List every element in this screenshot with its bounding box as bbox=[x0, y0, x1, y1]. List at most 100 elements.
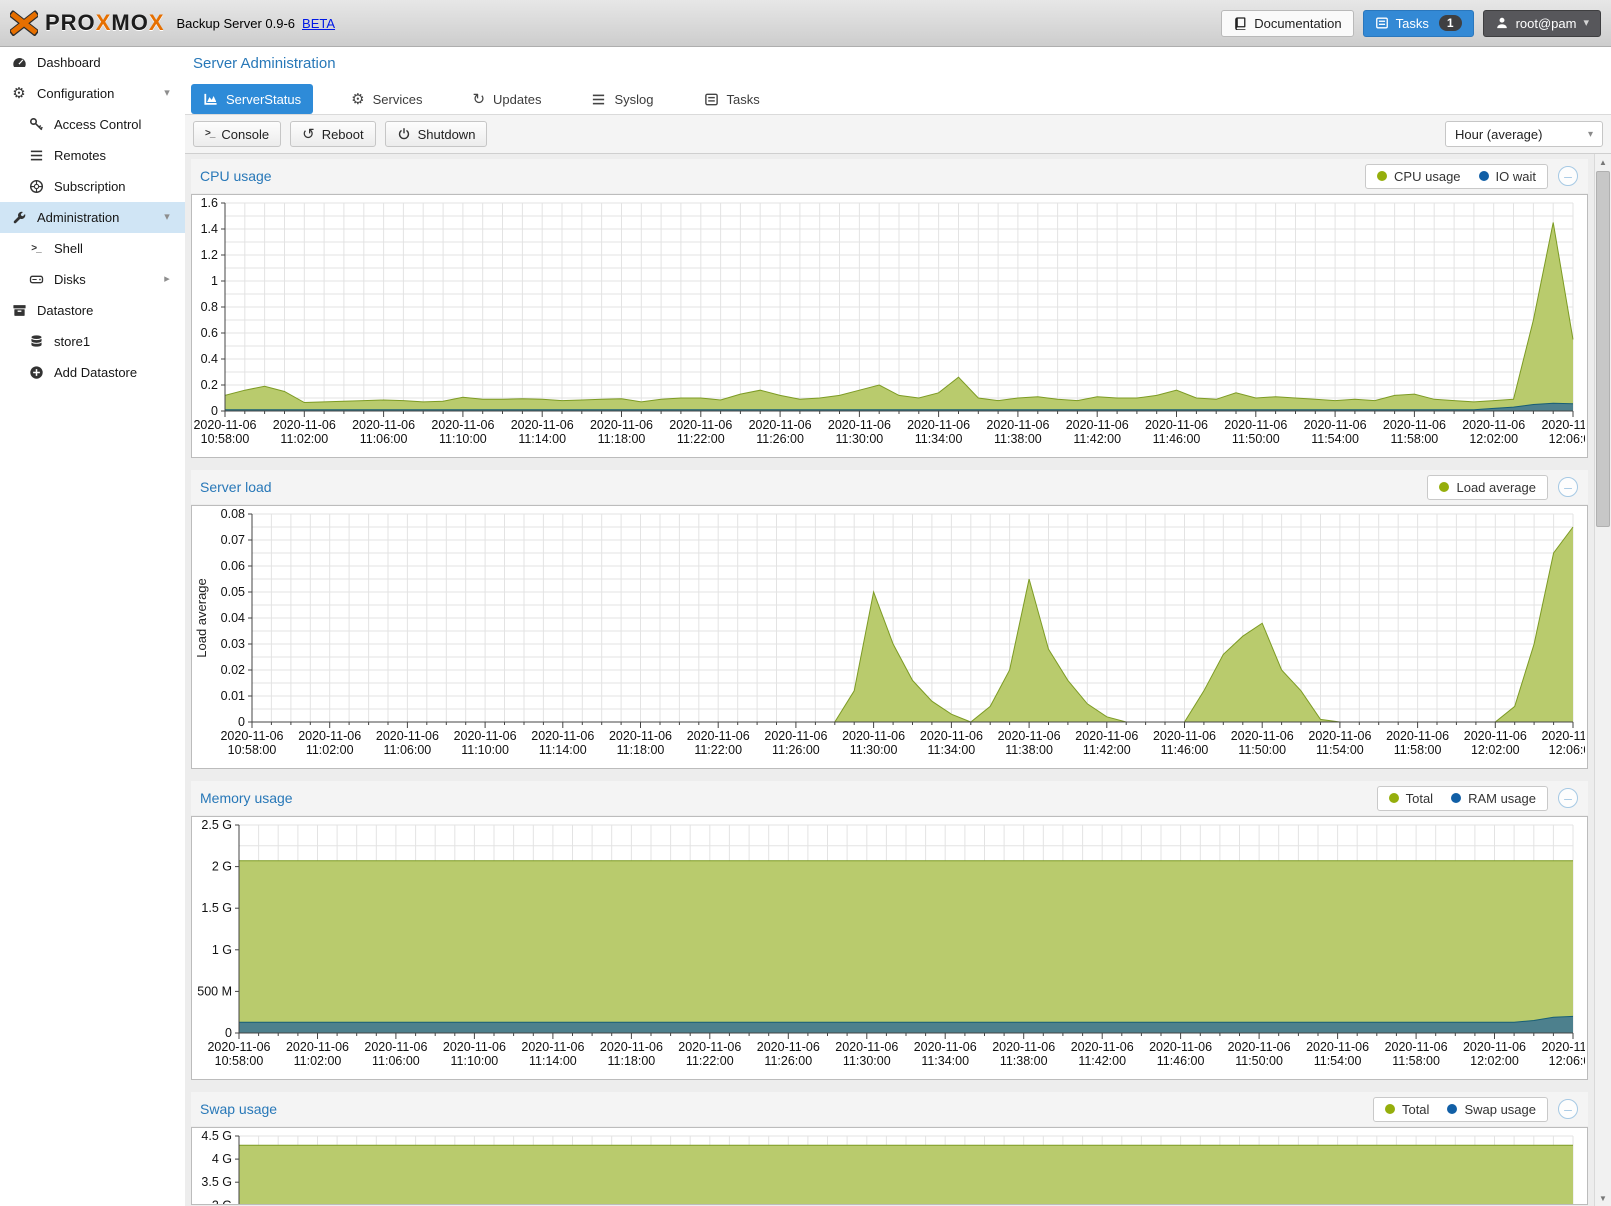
tasks-icon bbox=[704, 92, 719, 107]
sidebar-item-subscription[interactable]: Subscription bbox=[0, 171, 185, 202]
svg-text:11:06:00: 11:06:00 bbox=[384, 743, 432, 757]
svg-text:10:58:00: 10:58:00 bbox=[228, 743, 277, 757]
sidebar-item-administration[interactable]: Administration ▾ bbox=[0, 202, 185, 233]
timeframe-select[interactable]: Hour (average) ▾ bbox=[1445, 121, 1603, 147]
timeframe-value: Hour (average) bbox=[1455, 126, 1543, 142]
terminal-icon: >_ bbox=[31, 242, 41, 254]
plus-circle-icon bbox=[27, 365, 45, 380]
svg-text:11:22:00: 11:22:00 bbox=[694, 743, 742, 757]
scroll-down-arrow[interactable]: ▼ bbox=[1599, 1193, 1607, 1203]
tab-syslog[interactable]: Syslog bbox=[579, 84, 665, 114]
svg-text:11:22:00: 11:22:00 bbox=[686, 1054, 734, 1068]
legend-item-swap-usage[interactable]: Swap usage bbox=[1447, 1102, 1536, 1117]
beta-link[interactable]: BETA bbox=[302, 15, 336, 31]
svg-text:4.5 G: 4.5 G bbox=[201, 1129, 232, 1143]
sidebar-item-dashboard[interactable]: Dashboard bbox=[0, 47, 185, 78]
shutdown-button[interactable]: Shutdown bbox=[384, 121, 488, 147]
svg-text:11:10:00: 11:10:00 bbox=[451, 1054, 499, 1068]
sidebar-item-access-control[interactable]: Access Control bbox=[0, 109, 185, 140]
tab-services[interactable]: ⚙ Services bbox=[339, 84, 434, 114]
sidebar-item-remotes[interactable]: Remotes bbox=[0, 140, 185, 171]
svg-text:2020-11-06: 2020-11-06 bbox=[1308, 729, 1371, 743]
console-button[interactable]: >_ Console bbox=[193, 121, 282, 147]
svg-text:11:34:00: 11:34:00 bbox=[915, 432, 963, 446]
svg-text:2020-11-06: 2020-11-06 bbox=[431, 418, 494, 432]
cpu-usage-chart: 00.20.40.60.811.21.41.62020-11-0610:58:0… bbox=[192, 195, 1585, 457]
legend-item-load-average[interactable]: Load average bbox=[1439, 480, 1536, 495]
button-label: Shutdown bbox=[417, 126, 476, 142]
legend-dot-icon bbox=[1447, 1104, 1458, 1114]
sidebar-item-configuration[interactable]: ⚙ Configuration ▾ bbox=[0, 78, 185, 109]
svg-text:2020-11-06: 2020-11-06 bbox=[669, 418, 732, 432]
tab-tasks[interactable]: Tasks bbox=[692, 84, 772, 114]
sidebar-item-disks[interactable]: Disks ▸ bbox=[0, 264, 185, 295]
svg-text:2020-11-06: 2020-11-06 bbox=[1153, 729, 1216, 743]
legend-dot-icon bbox=[1384, 1104, 1395, 1114]
legend-label: RAM usage bbox=[1468, 790, 1536, 806]
legend-item-ram-usage[interactable]: RAM usage bbox=[1451, 791, 1536, 806]
svg-text:11:22:00: 11:22:00 bbox=[677, 432, 725, 446]
reboot-button[interactable]: ↺ Reboot bbox=[290, 121, 376, 147]
sidebar-item-shell[interactable]: >_ Shell bbox=[0, 233, 185, 264]
topbar: PROXMOX Backup Server 0.9-6 BETA Documen… bbox=[0, 0, 1611, 47]
legend-item-total[interactable]: Total bbox=[1384, 1101, 1430, 1117]
svg-text:2020-11-06: 2020-11-06 bbox=[298, 729, 361, 743]
svg-text:11:14:00: 11:14:00 bbox=[529, 1054, 577, 1068]
legend-dot-icon bbox=[1377, 171, 1388, 181]
svg-text:11:54:00: 11:54:00 bbox=[1311, 432, 1359, 446]
panel-header: Server load Load average – bbox=[191, 470, 1588, 504]
svg-text:2020-11-06: 2020-11-06 bbox=[1383, 418, 1446, 432]
tab-serverstatus[interactable]: ServerStatus bbox=[191, 84, 314, 114]
svg-text:2020-11-06: 2020-11-06 bbox=[286, 1040, 349, 1054]
collapse-panel-button[interactable]: – bbox=[1558, 477, 1578, 497]
svg-text:0.8: 0.8 bbox=[201, 300, 218, 314]
sidebar-item-datastore[interactable]: Datastore bbox=[0, 295, 185, 326]
documentation-button[interactable]: Documentation bbox=[1221, 9, 1354, 37]
chart-legend: Total Swap usage bbox=[1372, 1096, 1548, 1122]
terminal-icon: >_ bbox=[205, 128, 215, 139]
scroll-up-arrow[interactable]: ▲ bbox=[1599, 157, 1607, 167]
scrollbar-thumb[interactable] bbox=[1596, 171, 1610, 527]
legend-item-io-wait[interactable]: IO wait bbox=[1478, 168, 1536, 184]
svg-text:1.2: 1.2 bbox=[201, 248, 218, 262]
svg-text:2020-11-06: 2020-11-06 bbox=[376, 729, 439, 743]
svg-text:2020-11-06: 2020-11-06 bbox=[1306, 1040, 1369, 1054]
svg-text:2020-11-06: 2020-11-06 bbox=[1149, 1040, 1212, 1054]
svg-text:11:18:00: 11:18:00 bbox=[617, 743, 665, 757]
user-menu-button[interactable]: root@pam ▾ bbox=[1482, 9, 1601, 37]
svg-text:0.6: 0.6 bbox=[201, 326, 218, 340]
svg-text:2 G: 2 G bbox=[212, 860, 232, 874]
svg-text:11:58:00: 11:58:00 bbox=[1391, 432, 1439, 446]
sidebar-item-label: Shell bbox=[54, 241, 83, 256]
legend-label: Total bbox=[1401, 1101, 1430, 1117]
legend-item-total[interactable]: Total bbox=[1388, 791, 1433, 806]
key-icon bbox=[27, 117, 45, 132]
legend-dot-icon bbox=[1451, 793, 1462, 803]
svg-text:12:02:00: 12:02:00 bbox=[1470, 1054, 1519, 1068]
chart-legend: Load average bbox=[1427, 474, 1548, 500]
tab-label: Syslog bbox=[614, 91, 654, 107]
svg-text:2020-11-06: 2020-11-06 bbox=[678, 1040, 741, 1054]
tasks-count-badge: 1 bbox=[1438, 15, 1462, 31]
legend-item-cpu-usage[interactable]: CPU usage bbox=[1377, 169, 1461, 184]
chart-area: 0 0.2 0.4 0.6 0.8 1 1.2 1.4 1.6 2020-11-06 10:58:0… bbox=[191, 194, 1588, 458]
svg-text:0.4: 0.4 bbox=[201, 352, 218, 366]
sidebar-item-add-datastore[interactable]: Add Datastore bbox=[0, 357, 185, 388]
vertical-scrollbar[interactable]: ▲ ▼ bbox=[1594, 154, 1611, 1206]
collapse-panel-button[interactable]: – bbox=[1558, 1099, 1578, 1119]
panel-title: Server load bbox=[200, 479, 272, 495]
tab-updates[interactable]: ↻ Updates bbox=[460, 84, 553, 114]
collapse-panel-button[interactable]: – bbox=[1558, 788, 1578, 808]
panel-title: CPU usage bbox=[200, 168, 272, 184]
tasks-button[interactable]: Tasks 1 bbox=[1362, 9, 1474, 37]
svg-text:11:42:00: 11:42:00 bbox=[1083, 743, 1131, 757]
svg-text:11:30:00: 11:30:00 bbox=[836, 432, 884, 446]
legend-label: IO wait bbox=[1495, 168, 1536, 184]
svg-text:11:38:00: 11:38:00 bbox=[1005, 743, 1053, 757]
svg-text:12:06:00: 12:06:00 bbox=[1549, 1054, 1585, 1068]
sidebar-item-store1[interactable]: store1 bbox=[0, 326, 185, 357]
svg-text:2020-11-06: 2020-11-06 bbox=[757, 1040, 820, 1054]
collapse-panel-button[interactable]: – bbox=[1558, 166, 1578, 186]
